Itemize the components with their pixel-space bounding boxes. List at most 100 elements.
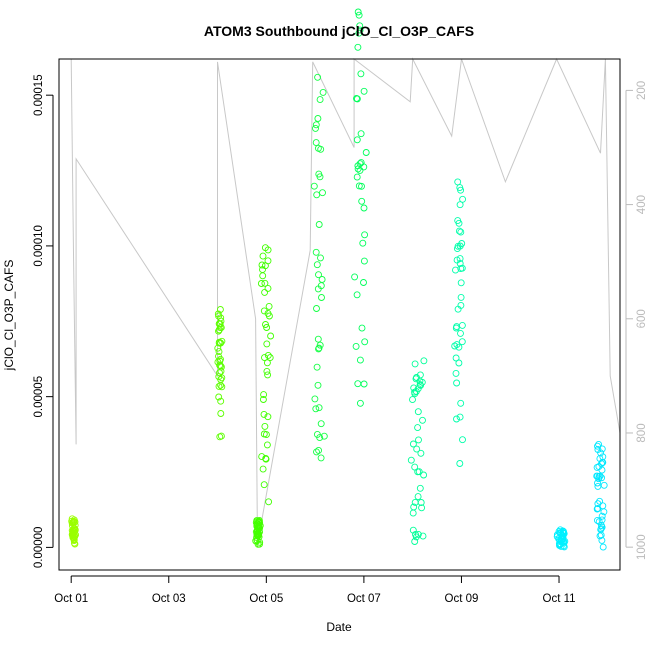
data-point <box>217 397 225 405</box>
data-point <box>315 345 322 353</box>
data-point <box>410 503 418 511</box>
data-point <box>357 70 365 78</box>
y-axis-label: jClO_Cl_O3P_CAFS <box>2 260 16 372</box>
data-point <box>217 314 225 322</box>
data-point <box>414 493 422 501</box>
data-point <box>457 186 465 194</box>
data-point <box>416 484 424 492</box>
data-point <box>358 324 366 332</box>
data-point <box>314 335 322 343</box>
data-point <box>457 228 465 236</box>
data-point <box>264 246 272 254</box>
data-point <box>458 338 466 346</box>
data-point <box>311 395 319 403</box>
data-point <box>257 280 265 287</box>
data-point <box>456 460 464 467</box>
data-point <box>313 448 320 456</box>
data-point <box>217 317 225 325</box>
y2-axis: 200 400 600 800 1000 <box>625 81 648 560</box>
data-point <box>312 124 319 132</box>
data-point <box>459 195 467 203</box>
data-point <box>599 453 607 461</box>
data-point <box>313 305 320 312</box>
data-point <box>267 332 275 340</box>
data-point <box>312 139 320 147</box>
data-point <box>409 440 417 448</box>
data-point <box>255 524 263 532</box>
x-tick-label: Oct 11 <box>543 593 576 605</box>
data-point <box>416 381 424 389</box>
data-point <box>598 474 606 482</box>
data-point <box>417 499 425 506</box>
x-tick-label: Oct 05 <box>249 593 283 605</box>
data-point <box>262 455 270 462</box>
x-axis: Oct 01 Oct 03 Oct 05 Oct 07 Oct 09 Oct 11 <box>54 575 576 605</box>
data-point <box>217 367 225 375</box>
data-point <box>597 531 605 539</box>
data-point <box>560 530 568 538</box>
x-tick-label: Oct 07 <box>347 593 381 605</box>
data-point <box>317 145 325 153</box>
data-point <box>411 360 419 368</box>
y-tick-label: 0.00005 <box>33 376 45 418</box>
data-point <box>217 324 225 332</box>
data-point <box>217 339 225 347</box>
y2-tick-label: 400 <box>636 195 648 214</box>
data-point <box>415 436 422 444</box>
data-point <box>414 408 422 416</box>
data-point <box>354 8 362 16</box>
data-point <box>594 482 602 490</box>
data-point <box>598 466 606 474</box>
data-point <box>262 321 269 328</box>
data-point <box>595 440 603 448</box>
data-point <box>264 257 272 265</box>
data-point <box>71 524 78 532</box>
data-point <box>457 329 464 337</box>
data-point <box>315 271 322 279</box>
x-axis-label: Date <box>326 620 352 634</box>
y2-tick-label: 1000 <box>636 534 648 560</box>
data-point <box>453 379 461 387</box>
data-point <box>71 518 79 526</box>
y2-tick-label: 800 <box>636 423 648 442</box>
data-point <box>358 197 366 205</box>
data-point <box>315 404 323 412</box>
data-point <box>457 279 465 287</box>
data-point <box>414 424 422 432</box>
data-point <box>215 348 223 356</box>
data-point <box>456 413 464 421</box>
data-point <box>351 273 359 281</box>
data-point <box>264 309 272 317</box>
data-point <box>559 533 567 541</box>
data-point <box>256 538 264 546</box>
data-point <box>356 22 364 30</box>
data-point <box>598 512 606 520</box>
data-point <box>412 375 420 383</box>
data-point <box>353 291 361 299</box>
data-point <box>409 396 416 404</box>
data-point <box>354 43 362 51</box>
data-point <box>418 378 426 386</box>
data-point <box>216 306 224 313</box>
data-point <box>314 381 322 389</box>
data-point <box>358 182 365 190</box>
data-point <box>217 362 225 370</box>
data-point <box>413 445 421 453</box>
data-point <box>313 363 321 371</box>
data-point <box>597 526 605 534</box>
data-point <box>598 445 606 453</box>
data-point <box>357 130 365 138</box>
data-point <box>407 456 415 464</box>
data-point <box>456 255 464 263</box>
data-point <box>319 189 326 197</box>
data-point <box>353 173 361 181</box>
x-tick-label: Oct 01 <box>54 593 88 605</box>
data-point <box>412 531 419 538</box>
chart-title: ATOM3 Southbound jClO_Cl_O3P_CAFS <box>204 23 474 39</box>
data-point <box>360 257 368 265</box>
data-point <box>414 468 422 476</box>
data-point <box>356 166 364 174</box>
data-point <box>215 382 223 390</box>
data-point <box>362 149 370 156</box>
